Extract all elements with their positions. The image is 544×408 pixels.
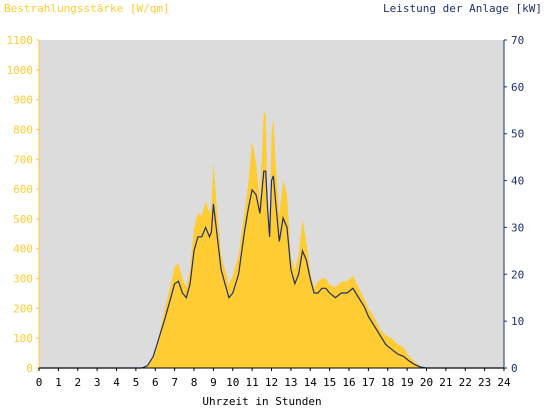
right-tick-label: 30 [511,221,524,234]
power-line [39,170,504,369]
x-tick-label: 14 [304,376,318,389]
right-axis-title: Leistung der Anlage [kW] [383,2,542,15]
left-tick-label: 300 [13,273,33,286]
x-tick-label: 7 [171,376,178,389]
left-tick-label: 100 [13,332,33,345]
left-tick-label: 0 [26,362,33,375]
x-tick-label: 10 [226,376,239,389]
x-tick-label: 4 [113,376,120,389]
x-tick-label: 8 [191,376,198,389]
right-tick-label: 20 [511,268,524,281]
x-axis-title: Uhrzeit in Stunden [202,395,321,408]
right-tick-label: 0 [511,362,518,375]
x-tick-label: 12 [265,376,278,389]
x-tick-label: 24 [497,376,511,389]
x-tick-label: 23 [478,376,491,389]
left-tick-label: 500 [13,213,33,226]
right-tick-label: 50 [511,128,524,141]
x-tick-label: 16 [342,376,355,389]
x-tick-label: 2 [74,376,81,389]
left-tick-label: 600 [13,183,33,196]
x-tick-label: 15 [323,376,336,389]
left-tick-label: 700 [13,153,33,166]
x-tick-label: 11 [246,376,259,389]
right-tick-label: 10 [511,315,524,328]
left-tick-label: 200 [13,302,33,315]
x-tick-label: 18 [381,376,394,389]
x-tick-label: 5 [133,376,140,389]
x-tick-label: 22 [459,376,472,389]
x-tick-label: 1 [55,376,62,389]
right-tick-label: 40 [511,175,524,188]
right-tick-label: 70 [511,34,524,47]
x-tick-label: 9 [210,376,217,389]
x-tick-label: 20 [420,376,433,389]
x-tick-label: 0 [36,376,43,389]
left-tick-label: 1100 [7,34,34,47]
x-tick-label: 6 [152,376,159,389]
left-tick-label: 400 [13,243,33,256]
x-tick-label: 21 [439,376,452,389]
left-tick-label: 900 [13,94,33,107]
x-tick-label: 3 [94,376,101,389]
left-tick-label: 1000 [7,64,34,77]
x-tick-label: 17 [362,376,375,389]
x-tick-label: 13 [284,376,297,389]
left-tick-label: 800 [13,123,33,136]
left-axis-title: Bestrahlungsstärke [W/qm] [4,2,170,15]
irradiance-area [39,111,504,368]
x-tick-label: 19 [401,376,414,389]
right-tick-label: 60 [511,81,524,94]
